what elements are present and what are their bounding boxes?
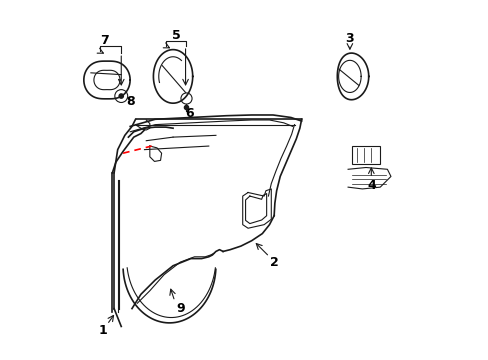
Text: 7: 7 [100, 34, 108, 47]
Circle shape [119, 94, 123, 98]
Text: 1: 1 [99, 324, 107, 337]
Text: 2: 2 [270, 256, 279, 269]
Bar [351, 146, 380, 164]
Text: 4: 4 [366, 179, 375, 192]
Text: 8: 8 [125, 95, 134, 108]
Text: 9: 9 [176, 302, 184, 315]
Text: 3: 3 [345, 32, 353, 45]
Text: 6: 6 [184, 107, 193, 120]
Text: 5: 5 [171, 29, 180, 42]
